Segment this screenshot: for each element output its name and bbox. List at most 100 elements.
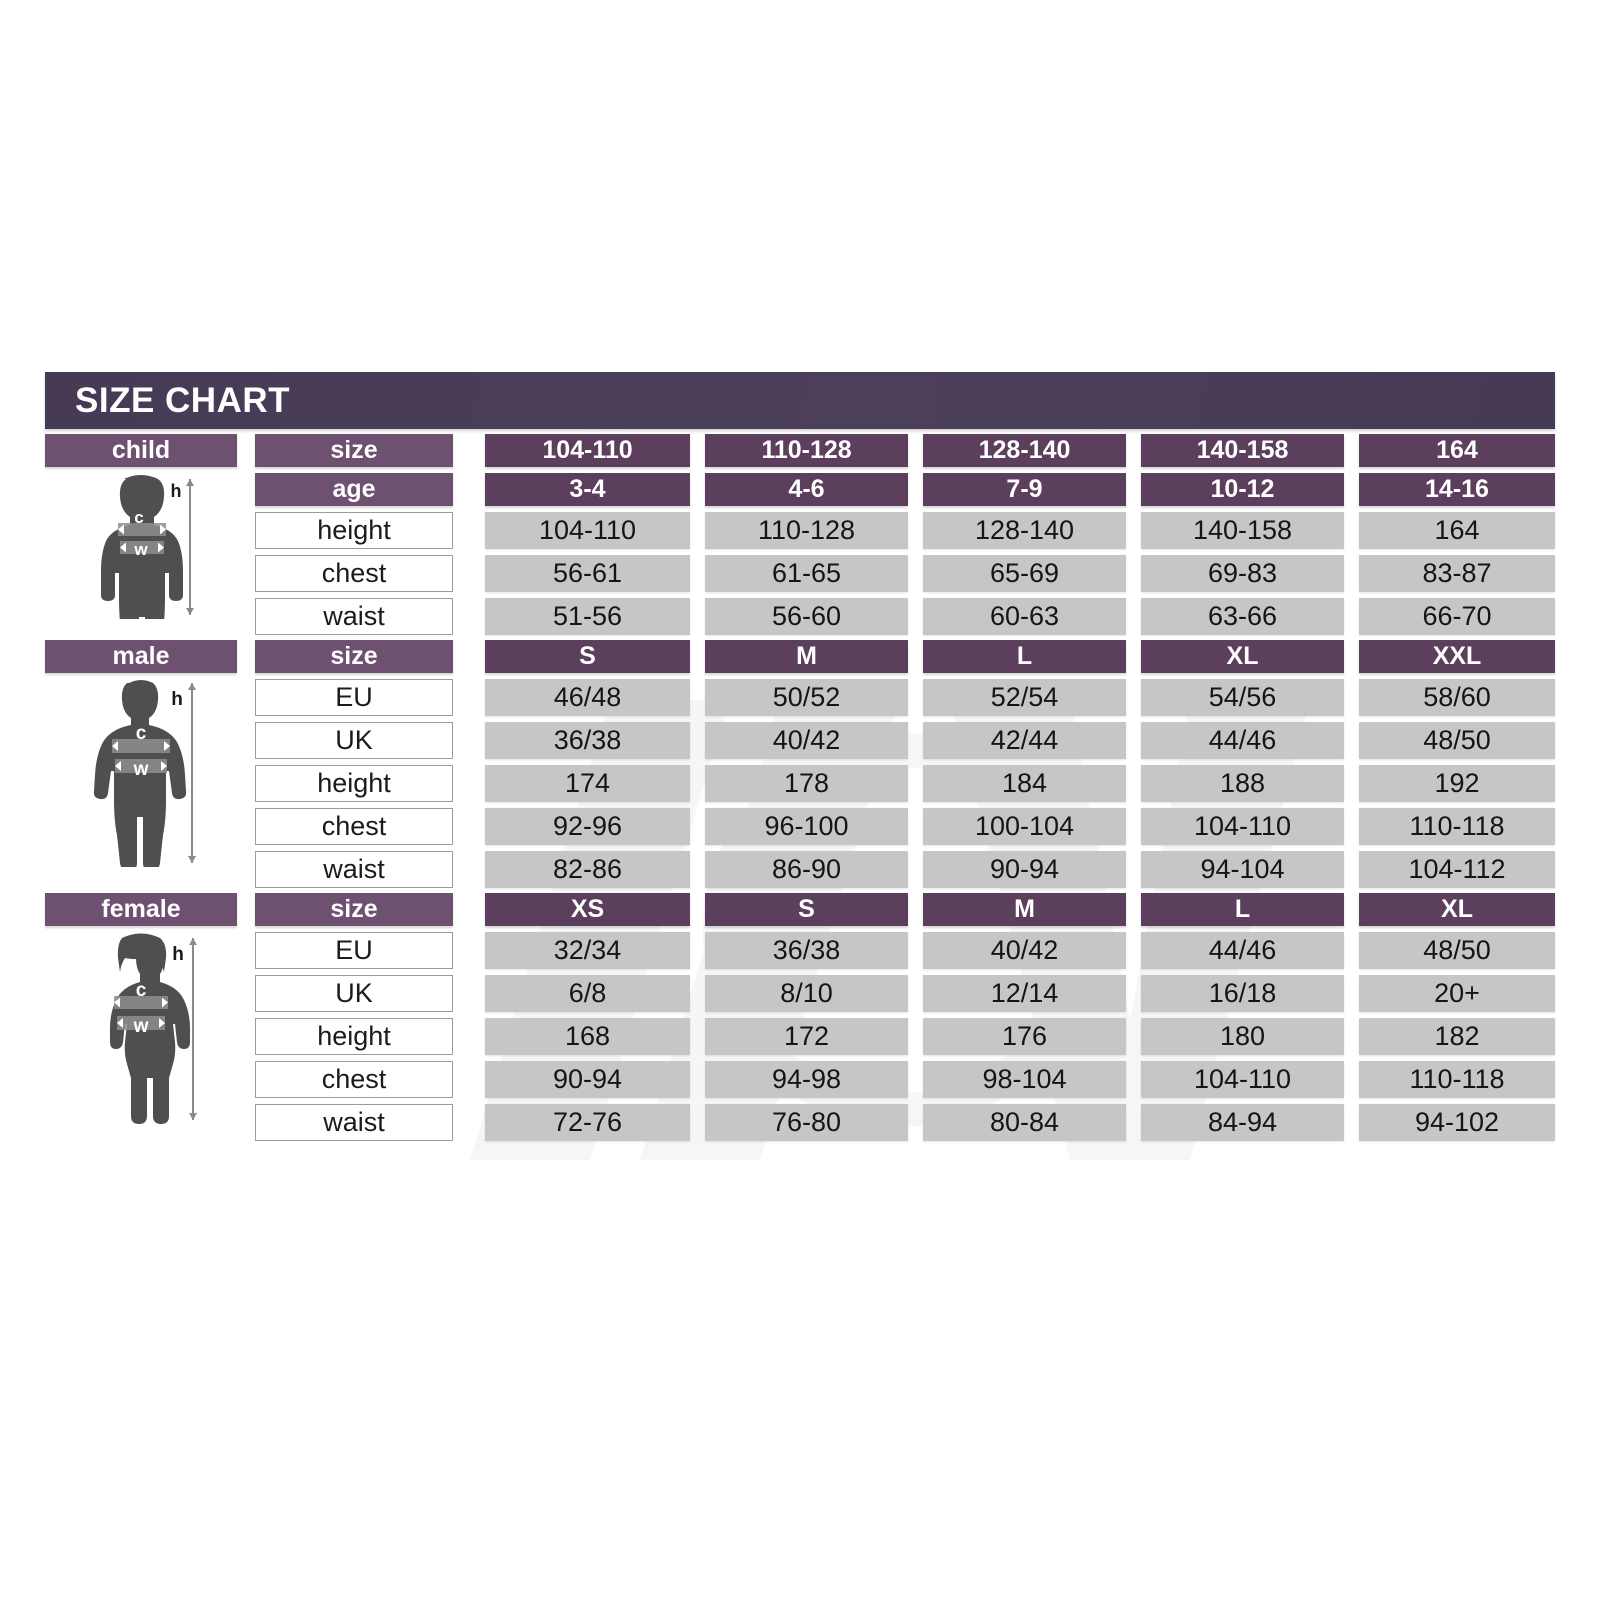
size-header-female-size-0: XS [485,893,690,926]
data-cell-male-height-2: 184 [923,765,1126,802]
data-cell-female-height-4: 182 [1359,1018,1555,1055]
data-cell-male-eu-2: 52/54 [923,679,1126,716]
row-label-child-waist: waist [255,598,453,635]
data-cell-male-eu-1: 50/52 [705,679,908,716]
child-silhouette: c w h [101,475,194,619]
data-cell-female-chest-1: 94-98 [705,1061,908,1098]
data-cell-child-waist-3: 63-66 [1141,598,1344,635]
data-cell-female-chest-4: 110-118 [1359,1061,1555,1098]
row-label-male-uk: UK [255,722,453,759]
data-cell-female-uk-2: 12/14 [923,975,1126,1012]
svg-text:h: h [171,689,183,710]
data-cell-male-waist-0: 82-86 [485,851,690,888]
data-cell-male-chest-0: 92-96 [485,808,690,845]
data-cell-male-uk-1: 40/42 [705,722,908,759]
data-cell-female-eu-2: 40/42 [923,932,1126,969]
size-header-child-age-1: 4-6 [705,473,908,506]
data-cell-male-waist-2: 90-94 [923,851,1126,888]
size-header-child-age-0: 3-4 [485,473,690,506]
section-female: female c w h size XS S M L XL EU 32/34 36/38 40/4… [45,893,1555,1141]
size-header-male-size-0: S [485,640,690,673]
data-cell-female-chest-3: 104-110 [1141,1061,1344,1098]
child-silhouette: c w h [45,467,237,635]
size-header-child-size-1: 110-128 [705,434,908,467]
row-label-male-chest: chest [255,808,453,845]
size-header-male-size-2: L [923,640,1126,673]
data-cell-male-eu-0: 46/48 [485,679,690,716]
row-label-male-eu: EU [255,679,453,716]
data-cell-child-chest-1: 61-65 [705,555,908,592]
male-silhouette: c w h [45,673,237,888]
svg-text:h: h [172,944,184,965]
row-label-child-age: age [255,473,453,506]
page-title: SIZE CHART [75,380,290,420]
data-cell-female-uk-1: 8/10 [705,975,908,1012]
data-cell-female-waist-2: 80-84 [923,1104,1126,1141]
row-label-female-eu: EU [255,932,453,969]
data-cell-child-height-2: 128-140 [923,512,1126,549]
data-cell-child-waist-0: 51-56 [485,598,690,635]
size-header-child-age-4: 14-16 [1359,473,1555,506]
data-cell-male-uk-3: 44/46 [1141,722,1344,759]
data-cell-female-waist-0: 72-76 [485,1104,690,1141]
data-cell-child-height-4: 164 [1359,512,1555,549]
row-label-child-size: size [255,434,453,467]
data-cell-child-chest-3: 69-83 [1141,555,1344,592]
data-cell-child-chest-0: 56-61 [485,555,690,592]
data-cell-female-eu-4: 48/50 [1359,932,1555,969]
data-cell-male-waist-4: 104-112 [1359,851,1555,888]
data-cell-female-height-2: 176 [923,1018,1126,1055]
data-cell-child-height-0: 104-110 [485,512,690,549]
sections-container: child c w h size 104-110 110-128 128-140 140… [45,434,1555,1141]
size-header-child-age-2: 7-9 [923,473,1126,506]
data-cell-female-eu-3: 44/46 [1141,932,1344,969]
size-header-male-size-3: XL [1141,640,1344,673]
data-cell-male-waist-1: 86-90 [705,851,908,888]
svg-text:w: w [133,540,148,559]
svg-text:h: h [171,481,182,501]
row-label-child-chest: chest [255,555,453,592]
svg-text:c: c [134,508,143,527]
data-cell-male-chest-3: 104-110 [1141,808,1344,845]
svg-text:c: c [136,980,147,1001]
section-grid-child: child c w h size 104-110 110-128 128-140 140… [45,434,1555,635]
size-header-male-size-4: XXL [1359,640,1555,673]
male-silhouette: c w h [93,680,196,867]
data-cell-child-height-1: 110-128 [705,512,908,549]
data-cell-male-height-1: 178 [705,765,908,802]
size-chart-panel: SIZE CHART child c w h size 104-110 110-12… [45,372,1555,1141]
data-cell-female-chest-2: 98-104 [923,1061,1126,1098]
data-cell-female-eu-1: 36/38 [705,932,908,969]
data-cell-female-waist-3: 84-94 [1141,1104,1344,1141]
data-cell-female-eu-0: 32/34 [485,932,690,969]
data-cell-male-uk-2: 42/44 [923,722,1126,759]
data-cell-child-waist-4: 66-70 [1359,598,1555,635]
data-cell-female-waist-1: 76-80 [705,1104,908,1141]
chart-title-bar: SIZE CHART [45,372,1555,429]
data-cell-female-uk-3: 16/18 [1141,975,1344,1012]
data-cell-male-chest-2: 100-104 [923,808,1126,845]
category-label-female: female [45,893,237,926]
female-silhouette: c w h [45,926,237,1141]
female-silhouette: c w h [110,933,197,1124]
section-grid-female: female c w h size XS S M L XL EU 32/34 36/38 40/4… [45,893,1555,1141]
row-label-female-chest: chest [255,1061,453,1098]
data-cell-child-height-3: 140-158 [1141,512,1344,549]
data-cell-male-chest-4: 110-118 [1359,808,1555,845]
category-label-male: male [45,640,237,673]
size-header-child-size-4: 164 [1359,434,1555,467]
row-label-child-height: height [255,512,453,549]
row-label-male-waist: waist [255,851,453,888]
size-header-female-size-4: XL [1359,893,1555,926]
data-cell-male-uk-0: 36/38 [485,722,690,759]
data-cell-child-chest-2: 65-69 [923,555,1126,592]
section-male: male c w h size S M L XL XXL EU 46/48 50/52 52/54… [45,640,1555,888]
data-cell-male-eu-4: 58/60 [1359,679,1555,716]
data-cell-female-waist-4: 94-102 [1359,1104,1555,1141]
size-header-female-size-1: S [705,893,908,926]
size-header-female-size-2: M [923,893,1126,926]
data-cell-female-uk-4: 20+ [1359,975,1555,1012]
size-header-child-age-3: 10-12 [1141,473,1344,506]
data-cell-female-chest-0: 90-94 [485,1061,690,1098]
size-header-female-size-3: L [1141,893,1344,926]
